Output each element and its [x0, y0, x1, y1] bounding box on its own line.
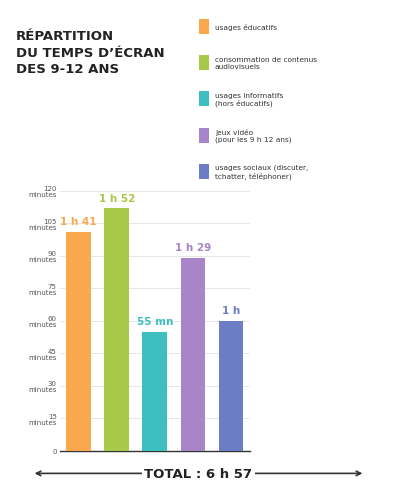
- Text: jeux vidéo
(pour les 9 h 12 ans): jeux vidéo (pour les 9 h 12 ans): [214, 129, 291, 143]
- Text: usages éducatifs: usages éducatifs: [214, 24, 277, 31]
- Text: 1 h 29: 1 h 29: [175, 243, 211, 253]
- Bar: [104, 208, 129, 451]
- Text: 1 h 52: 1 h 52: [98, 193, 135, 203]
- Text: 1 h 41: 1 h 41: [60, 217, 97, 227]
- Bar: [181, 259, 205, 451]
- Text: usages sociaux (discuter,
tchatter, téléphoner): usages sociaux (discuter, tchatter, télé…: [214, 164, 308, 179]
- Text: 55 mn: 55 mn: [137, 317, 173, 327]
- Bar: [143, 332, 167, 451]
- Text: consommation de contenus
audiovisuels: consommation de contenus audiovisuels: [214, 57, 316, 70]
- Bar: [219, 321, 243, 451]
- Text: RÉPARTITION
DU TEMPS D’ÉCRAN
DES 9-12 ANS: RÉPARTITION DU TEMPS D’ÉCRAN DES 9-12 AN…: [16, 30, 164, 76]
- Text: usages informatifs
(hors éducatifs): usages informatifs (hors éducatifs): [214, 92, 283, 107]
- Text: 1 h: 1 h: [222, 306, 240, 316]
- Text: TOTAL : 6 h 57: TOTAL : 6 h 57: [145, 467, 252, 480]
- Bar: [66, 232, 91, 451]
